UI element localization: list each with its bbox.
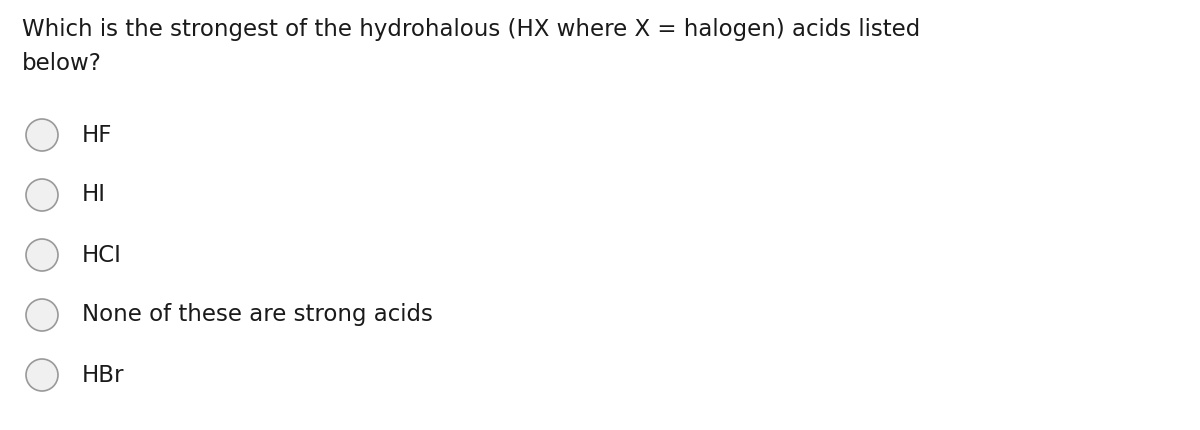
Ellipse shape [26,179,58,211]
Text: HI: HI [82,184,106,206]
Text: HF: HF [82,123,113,147]
Ellipse shape [26,119,58,151]
Text: None of these are strong acids: None of these are strong acids [82,304,433,326]
Text: HCI: HCI [82,243,122,267]
Text: Which is the strongest of the hydrohalous (HX where X = halogen) acids listed: Which is the strongest of the hydrohalou… [22,18,920,41]
Ellipse shape [26,299,58,331]
Text: HBr: HBr [82,363,125,387]
Ellipse shape [26,359,58,391]
Text: below?: below? [22,52,102,75]
Ellipse shape [26,239,58,271]
